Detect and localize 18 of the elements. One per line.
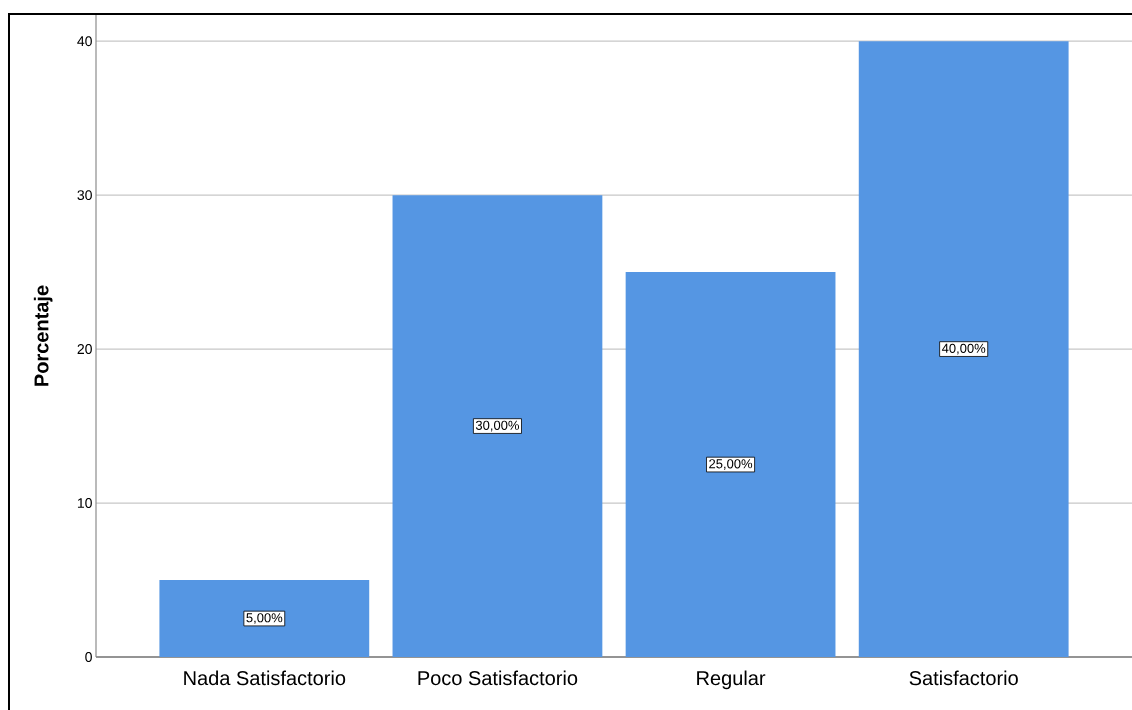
x-tick-label: Nada Satisfactorio (184, 670, 346, 686)
bar (625, 272, 836, 657)
x-tick-label: Poco Satisfactorio (418, 670, 578, 686)
y-tick-label: 40 (77, 36, 92, 47)
data-label: 40,00% (941, 343, 986, 355)
data-label: 25,00% (709, 459, 753, 470)
x-tick-label: Regular (697, 670, 766, 690)
y-tick-label: 30 (77, 190, 92, 201)
x-tick-label: Satisfactorio (909, 670, 1018, 686)
data-label: 5,00% (246, 613, 283, 624)
bar (392, 195, 603, 657)
data-label: 30,00% (475, 420, 520, 432)
bar (858, 41, 1069, 657)
y-tick-label: 10 (77, 498, 92, 508)
bar (159, 580, 370, 657)
y-tick-label: 0 (85, 652, 92, 662)
y-tick-label: 20 (77, 344, 92, 355)
y-axis-title: Porcentaje (33, 285, 53, 386)
